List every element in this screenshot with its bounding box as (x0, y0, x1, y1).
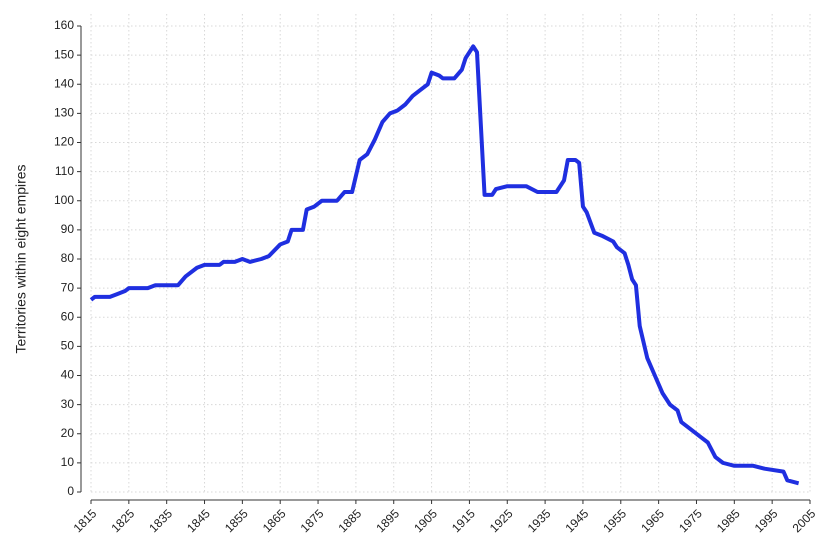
x-tick-label: 1865 (260, 506, 289, 535)
y-tick-label: 130 (54, 106, 74, 120)
x-tick-label: 1895 (373, 506, 402, 535)
x-tick-label: 1855 (222, 506, 251, 535)
x-tick-label: 1815 (71, 506, 100, 535)
x-tick-label: 1915 (449, 506, 478, 535)
x-tick-label: 1835 (146, 506, 175, 535)
x-tick-label: 1975 (676, 506, 705, 535)
x-tick-label: 1955 (600, 506, 629, 535)
y-tick-label: 20 (61, 426, 75, 440)
x-tick-label: 1995 (752, 506, 781, 535)
y-tick-label: 150 (54, 47, 74, 61)
x-tick-label: 1885 (335, 506, 364, 535)
x-tick-label: 1945 (563, 506, 592, 535)
data-line (89, 44, 800, 486)
y-tick-label: 140 (54, 76, 74, 90)
y-tick-label: 40 (61, 368, 75, 382)
x-tick-label: 1965 (638, 506, 667, 535)
y-tick-label: 0 (67, 484, 74, 498)
y-tick-label: 70 (61, 280, 75, 294)
y-tick-label: 80 (61, 251, 75, 265)
x-tick-label: 1875 (298, 506, 327, 535)
y-tick-label: 110 (55, 164, 74, 178)
y-tick-label: 90 (61, 222, 75, 236)
y-tick-label: 30 (61, 397, 75, 411)
y-tick-label: 50 (61, 339, 75, 353)
y-tick-label: 120 (54, 135, 74, 149)
x-tick-label: 1845 (184, 506, 213, 535)
x-tick-label: 1905 (411, 506, 440, 535)
x-tick-label: 1985 (714, 506, 743, 535)
y-axis-label: Territories within eight empires (13, 164, 29, 353)
y-tick-label: 60 (61, 309, 75, 323)
y-tick-label: 160 (54, 18, 74, 32)
x-tick-label: 1825 (108, 506, 137, 535)
x-tick-label: 2005 (790, 506, 819, 535)
x-tick-label: 1925 (487, 506, 516, 535)
y-tick-label: 100 (54, 193, 74, 207)
y-tick-label: 10 (61, 455, 75, 469)
x-tick-label: 1935 (525, 506, 554, 535)
